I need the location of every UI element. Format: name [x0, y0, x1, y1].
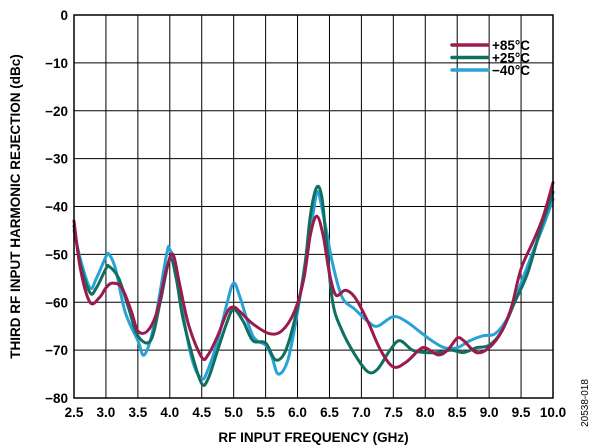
legend-label-0: +85°C — [492, 38, 530, 53]
x-axis-title: RF INPUT FREQUENCY (GHz) — [218, 430, 408, 445]
y-tick-label: −70 — [45, 343, 68, 358]
legend: +85°C+25°C−40°C — [450, 38, 530, 78]
tick-labels: 2.5 3.0 3.5 4.0 4.5 5.0 5.5 6.0 6.5 7.0 7.5 8.0 8.5 9… — [45, 8, 566, 420]
x-tick-label: 6.5 — [320, 405, 339, 420]
y-tick-label: −40 — [45, 200, 68, 215]
figure-code: 20538-018 — [580, 379, 591, 427]
series-line-1 — [72, 184, 555, 387]
x-tick-label: 8.0 — [416, 405, 435, 420]
y-tick-label: −60 — [45, 295, 68, 310]
x-tick-label: 7.0 — [352, 405, 371, 420]
x-tick-label: 2.5 — [65, 405, 84, 420]
series-lines — [72, 181, 555, 387]
y-tick-label: −10 — [45, 56, 68, 71]
legend-label-1: +25°C — [492, 51, 530, 66]
series-line-0 — [72, 181, 555, 369]
series-line-2 — [72, 190, 555, 381]
x-tick-label: 8.5 — [448, 405, 467, 420]
x-tick-label: 10.0 — [540, 405, 566, 420]
y-tick-label: −20 — [45, 104, 68, 119]
y-tick-label: 0 — [60, 8, 68, 23]
y-tick-label: −80 — [45, 391, 68, 406]
y-tick-label: −50 — [45, 247, 68, 262]
y-axis-title: THIRD RF INPUT HARMONIC REJECTION (dBc) — [8, 54, 23, 359]
x-tick-label: 3.0 — [97, 405, 116, 420]
x-tick-label: 6.0 — [288, 405, 307, 420]
x-tick-label: 5.5 — [256, 405, 275, 420]
x-tick-label: 9.5 — [512, 405, 531, 420]
x-tick-label: 7.5 — [384, 405, 403, 420]
y-tick-label: −30 — [45, 152, 68, 167]
x-tick-label: 3.5 — [128, 405, 147, 420]
plot-frame — [73, 14, 554, 399]
x-tick-label: 9.0 — [480, 405, 499, 420]
x-tick-label: 4.0 — [160, 405, 179, 420]
x-tick-label: 5.0 — [224, 405, 243, 420]
x-tick-label: 4.5 — [192, 405, 211, 420]
legend-label-2: −40°C — [492, 63, 530, 78]
